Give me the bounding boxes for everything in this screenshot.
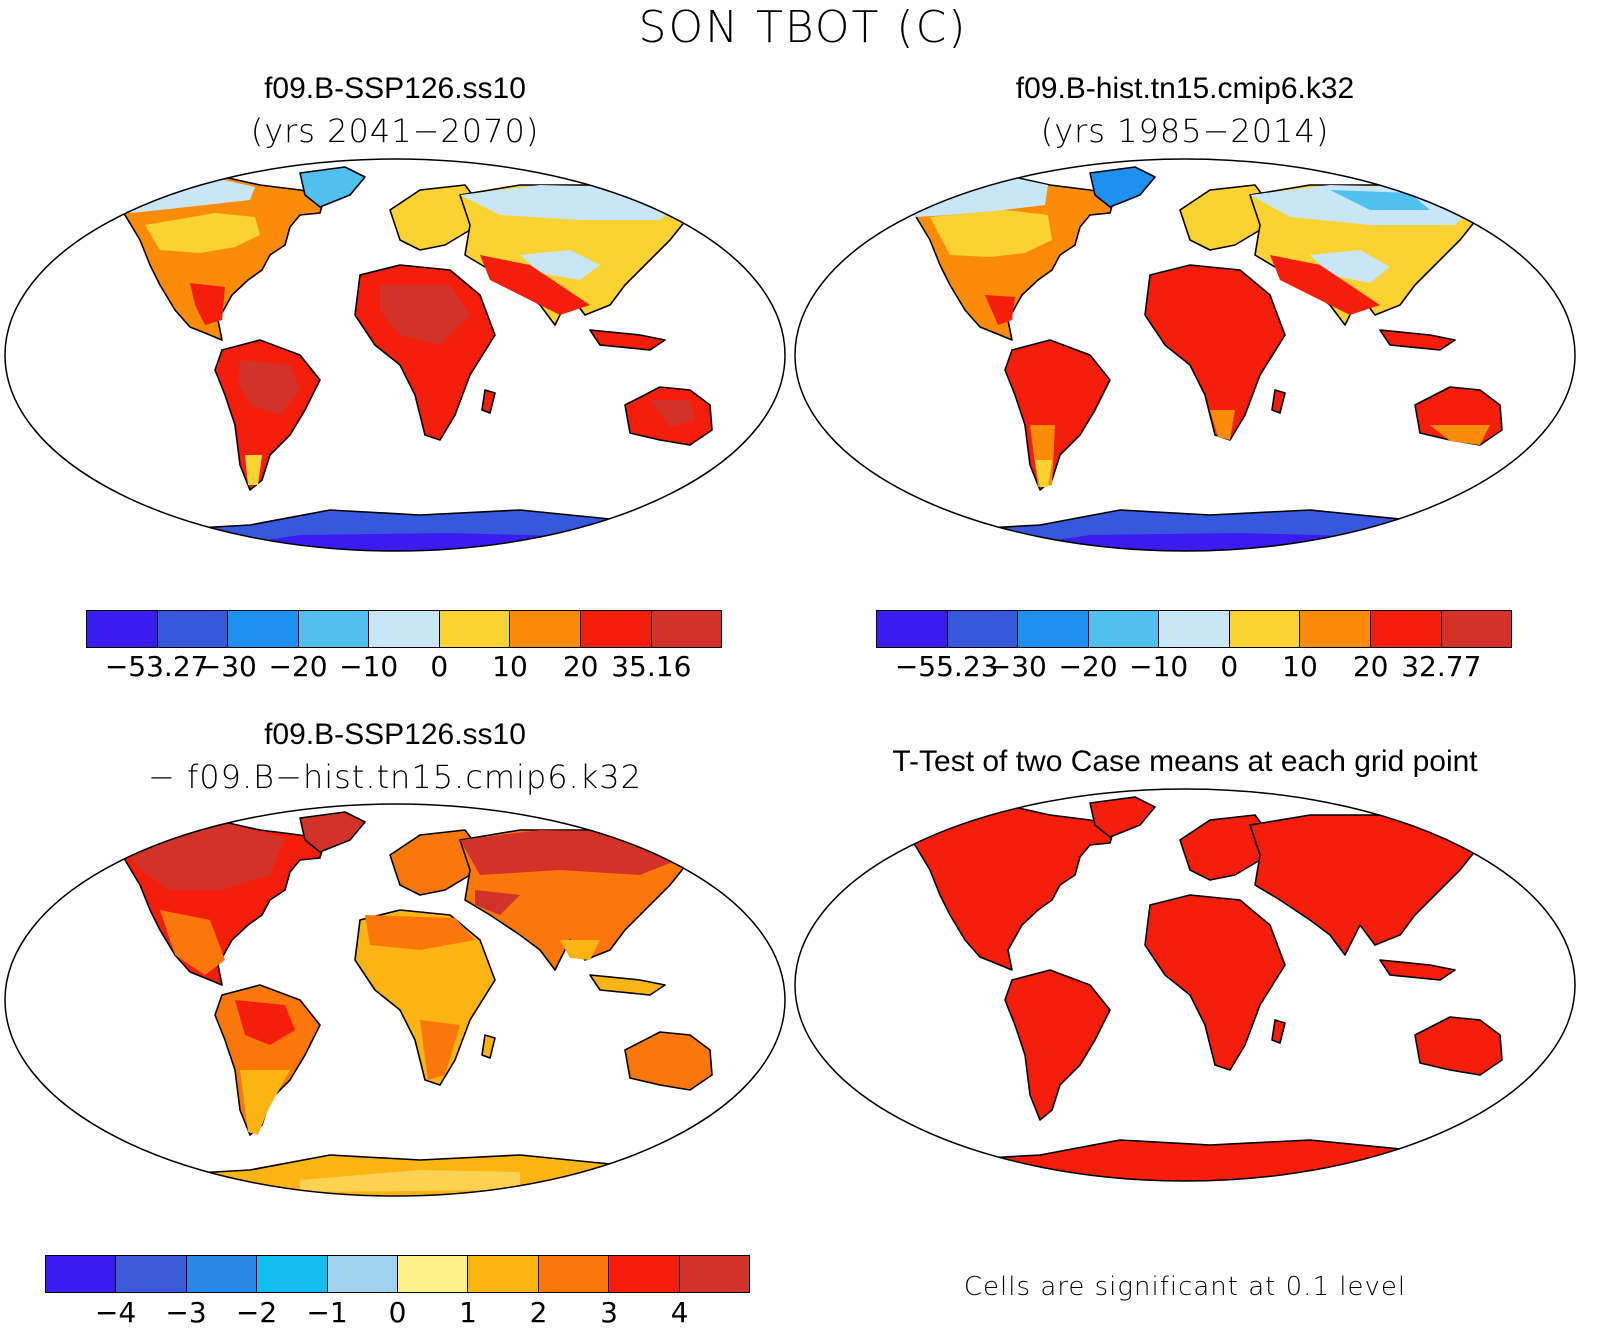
- colorbar-label: 32.77: [1401, 650, 1482, 683]
- colorbar-label: −10: [339, 650, 399, 683]
- colorbar-label: −20: [268, 650, 328, 683]
- colorbar-box-0: [877, 611, 948, 647]
- colorbar-label: 3: [600, 1296, 618, 1329]
- colorbar-label: −1: [306, 1296, 348, 1329]
- panel2-map: [794, 158, 1576, 552]
- colorbar-label: 4: [670, 1296, 689, 1329]
- panel3-colorbar: [45, 1255, 750, 1293]
- colorbar-label: 35.16: [611, 650, 692, 683]
- panel1-subtitle: (yrs 2041−2070): [250, 112, 540, 150]
- panel4-title: T-Test of two Case means at each grid po…: [892, 745, 1478, 778]
- colorbar-box-4: [1159, 611, 1230, 647]
- colorbar-box-2: [228, 611, 299, 647]
- panel3-subtitle: − f09.B−hist.tn15.cmip6.k32: [148, 758, 642, 796]
- colorbar-label: −20: [1058, 650, 1118, 683]
- colorbar-label: −3: [165, 1296, 207, 1329]
- colorbar-label: 10: [1282, 650, 1318, 683]
- colorbar-box-7: [580, 611, 652, 647]
- colorbar-box-3: [257, 1256, 328, 1292]
- colorbar-label: −2: [235, 1296, 278, 1329]
- colorbar-label: 0: [1220, 650, 1239, 683]
- panel1-title: f09.B-SSP126.ss10: [264, 72, 526, 105]
- significance-note: Cells are significant at 0.1 level: [963, 1272, 1407, 1302]
- colorbar-box-1: [947, 611, 1019, 647]
- colorbar-box-4: [369, 611, 440, 647]
- colorbar-box-8: [1441, 611, 1512, 647]
- panel3-title: f09.B-SSP126.ss10: [264, 718, 526, 751]
- colorbar-box-3: [1088, 611, 1160, 647]
- panel3-map: [4, 803, 786, 1197]
- colorbar-box-1: [116, 1256, 187, 1292]
- north-america: [104, 174, 326, 341]
- colorbar-label: −55.23: [894, 650, 999, 683]
- panel2-title: f09.B-hist.tn15.cmip6.k32: [1015, 72, 1355, 105]
- colorbar-box-6: [468, 1256, 539, 1292]
- panel1-map: [4, 158, 786, 552]
- colorbar-box-6: [1300, 611, 1371, 647]
- panel4-map: [794, 788, 1576, 1182]
- colorbar-box-0: [46, 1256, 117, 1292]
- colorbar-box-3: [298, 611, 370, 647]
- greenland: [299, 166, 366, 208]
- colorbar-label: 0: [388, 1296, 407, 1329]
- colorbar-box-7: [1370, 611, 1442, 647]
- colorbar-label: −4: [94, 1296, 137, 1329]
- colorbar-box-6: [510, 611, 581, 647]
- colorbar-label: 2: [529, 1296, 548, 1329]
- colorbar-box-1: [157, 611, 229, 647]
- panel1-colorbar: [86, 610, 722, 648]
- colorbar-label: −53.27: [104, 650, 209, 683]
- colorbar-label: −10: [1129, 650, 1189, 683]
- colorbar-box-0: [87, 611, 158, 647]
- colorbar-box-5: [439, 611, 511, 647]
- colorbar-box-7: [538, 1256, 610, 1292]
- colorbar-label: −30: [987, 650, 1047, 683]
- colorbar-label: −30: [197, 650, 257, 683]
- colorbar-label: 1: [459, 1296, 477, 1329]
- colorbar-box-9: [679, 1256, 750, 1292]
- panel2-subtitle: (yrs 1985−2014): [1040, 112, 1330, 150]
- colorbar-label: 0: [430, 650, 449, 683]
- colorbar-label: 20: [1352, 650, 1389, 683]
- colorbar-box-8: [609, 1256, 680, 1292]
- colorbar-box-4: [327, 1256, 399, 1292]
- panel2-colorbar: [876, 610, 1512, 648]
- colorbar-box-2: [186, 1256, 258, 1292]
- colorbar-label: 20: [562, 650, 599, 683]
- colorbar-box-5: [398, 1256, 469, 1292]
- colorbar-box-8: [651, 611, 722, 647]
- colorbar-box-2: [1018, 611, 1089, 647]
- colorbar-box-5: [1229, 611, 1301, 647]
- colorbar-label: 10: [492, 650, 528, 683]
- figure-title: SON TBOT (C): [638, 2, 968, 53]
